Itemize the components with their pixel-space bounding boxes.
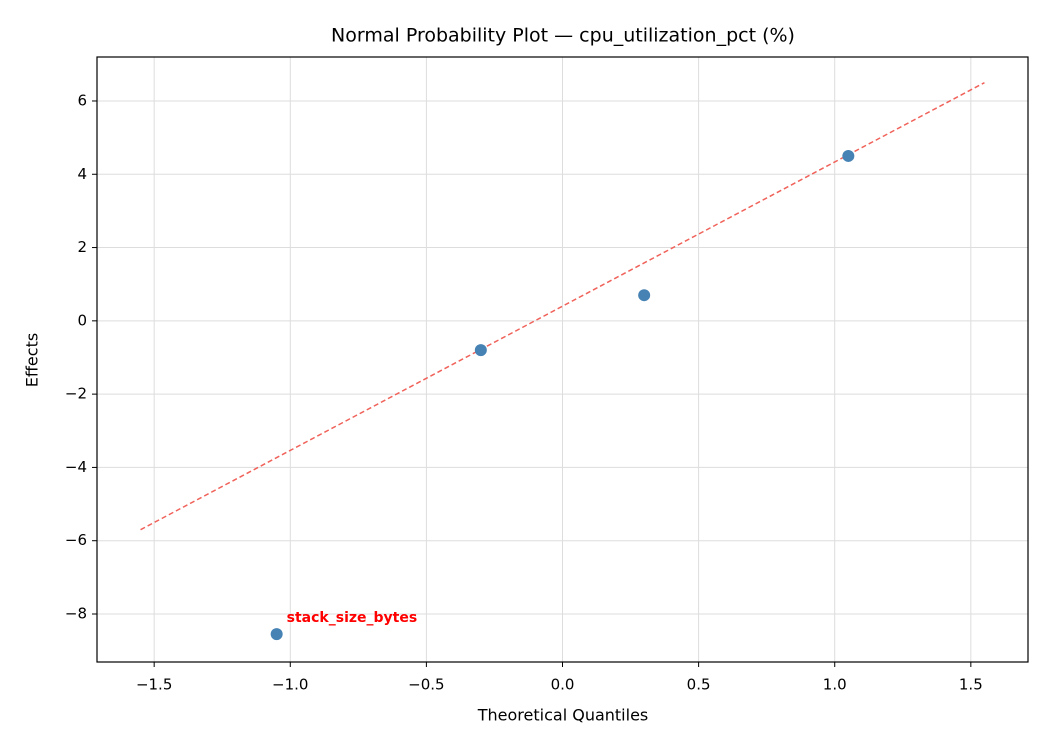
point-label: stack_size_bytes xyxy=(287,610,418,626)
y-tick-label: 2 xyxy=(77,238,87,256)
x-tick-label: −1.5 xyxy=(136,676,172,694)
x-tick-label: 0.5 xyxy=(687,676,711,694)
y-tick-label: 4 xyxy=(77,165,87,183)
x-axis-label: Theoretical Quantiles xyxy=(477,706,649,725)
y-tick-label: −8 xyxy=(65,604,87,622)
x-tick-label: 1.0 xyxy=(823,676,847,694)
y-tick-label: −2 xyxy=(65,385,87,403)
chart-title: Normal Probability Plot — cpu_utilizatio… xyxy=(331,25,795,47)
x-tick-label: −1.0 xyxy=(272,676,308,694)
y-tick-label: −6 xyxy=(65,531,87,549)
x-tick-label: 1.5 xyxy=(959,676,983,694)
x-tick-label: −0.5 xyxy=(408,676,444,694)
plot-frame xyxy=(96,56,1029,663)
x-tick-label: 0.0 xyxy=(551,676,575,694)
point xyxy=(638,289,651,302)
point xyxy=(842,149,855,162)
y-tick-label: 0 xyxy=(77,311,87,329)
y-tick-label: 6 xyxy=(77,91,87,109)
point xyxy=(474,344,487,357)
point xyxy=(270,628,283,641)
y-axis-label: Effects xyxy=(23,333,42,387)
y-tick-label: −4 xyxy=(65,458,87,476)
